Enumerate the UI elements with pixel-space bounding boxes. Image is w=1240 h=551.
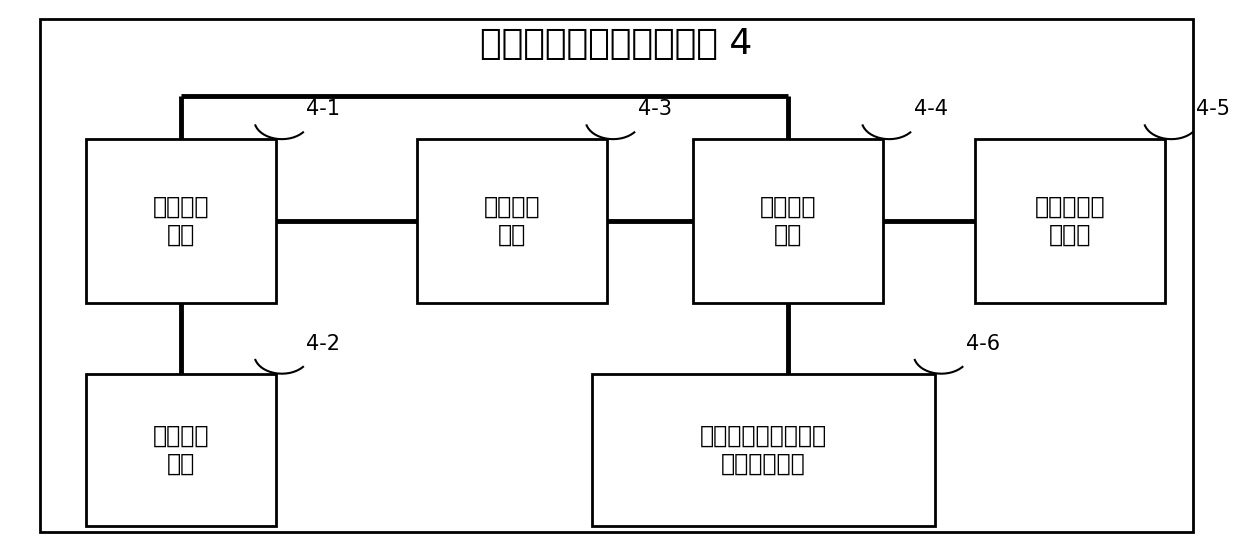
Text: 第二无线传
输单元: 第二无线传 输单元	[1035, 195, 1106, 247]
Bar	[693, 139, 883, 302]
Text: 4-3: 4-3	[637, 99, 672, 119]
Text: 4-2: 4-2	[306, 334, 341, 354]
Text: 资源存储
单元: 资源存储 单元	[153, 424, 208, 476]
Text: 第二光缆运行态势可
视化展现单元: 第二光缆运行态势可 视化展现单元	[699, 424, 827, 476]
Text: 数据接收
单元: 数据接收 单元	[153, 195, 208, 247]
Text: 4-4: 4-4	[914, 99, 947, 119]
Bar	[591, 374, 935, 526]
Text: 4-6: 4-6	[966, 334, 999, 354]
Text: 数据提取
单元: 数据提取 单元	[484, 195, 541, 247]
Bar	[86, 374, 275, 526]
Text: 4-5: 4-5	[1195, 99, 1230, 119]
Bar	[975, 139, 1166, 302]
Bar	[417, 139, 608, 302]
Text: 态势评估
单元: 态势评估 单元	[760, 195, 816, 247]
Text: 通信资源管理系统服务器 4: 通信资源管理系统服务器 4	[480, 26, 753, 61]
Bar	[86, 139, 275, 302]
Text: 4-1: 4-1	[306, 99, 341, 119]
